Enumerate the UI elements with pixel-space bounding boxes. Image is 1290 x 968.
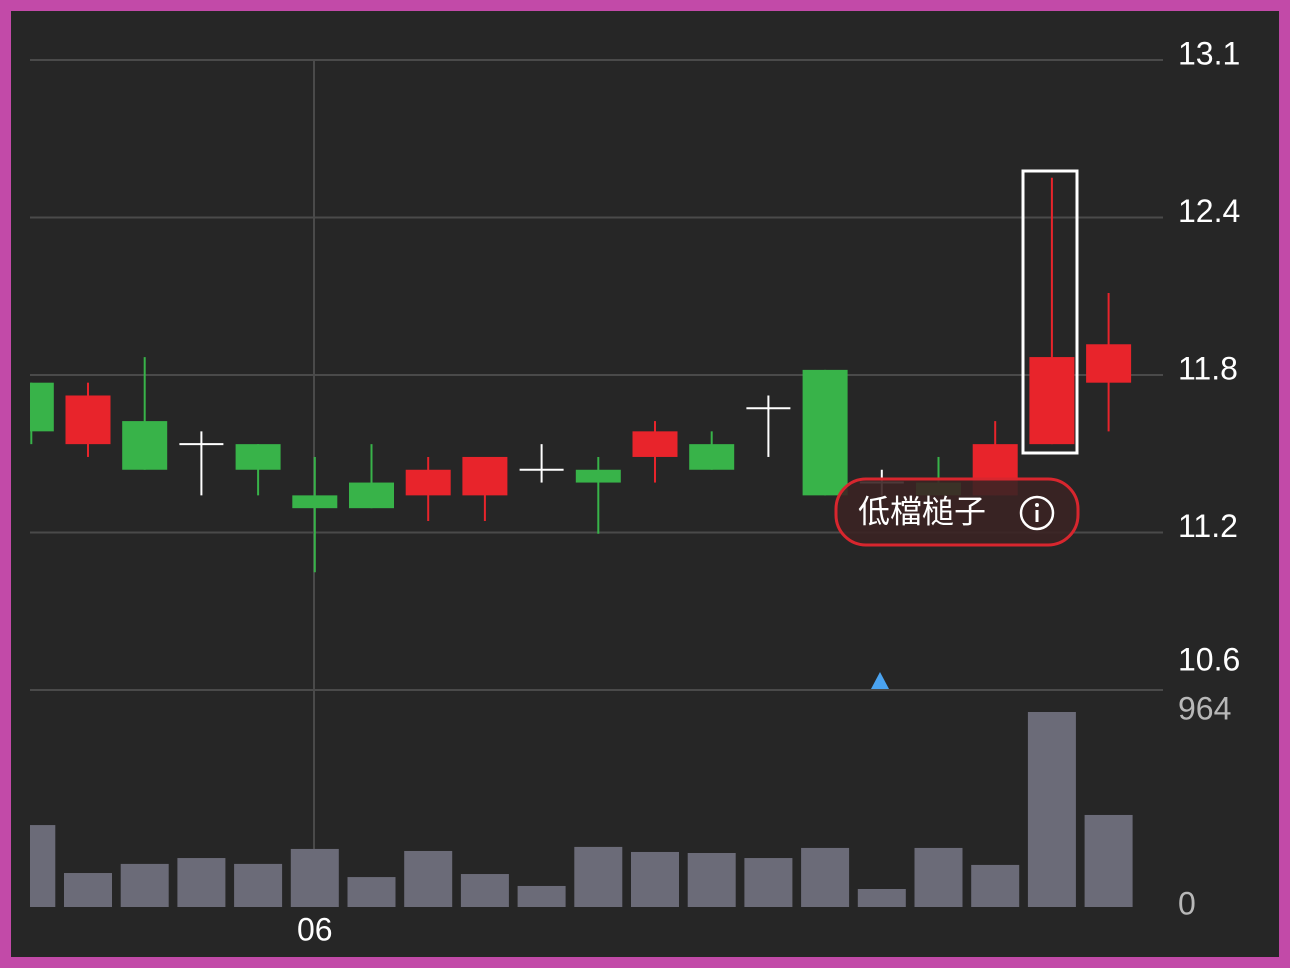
info-icon-dot [1035, 503, 1039, 507]
y-tick-label: 964 [1178, 690, 1231, 726]
y-tick-label: 11.2 [1178, 508, 1238, 544]
annotation-badge[interactable] [834, 477, 1080, 547]
candle-body [802, 369, 848, 496]
volume-bar [574, 846, 623, 907]
x-tick-label: 06 [297, 911, 333, 947]
info-icon[interactable] [1019, 495, 1055, 531]
candle-body [30, 382, 54, 432]
candle-body [235, 444, 281, 470]
volume-bar [631, 851, 679, 907]
candle-body [462, 456, 508, 496]
volume-bar [30, 825, 56, 907]
volume-bar [120, 863, 169, 907]
volume-bar [744, 858, 793, 907]
volume-bar [64, 873, 112, 907]
volume-bar [1027, 712, 1076, 907]
candle-body [65, 395, 111, 445]
marker [871, 672, 889, 689]
candle-body [122, 421, 168, 470]
volume-bar [687, 852, 736, 907]
annotation: 低檔槌子 [858, 493, 986, 529]
candle-body [349, 482, 394, 509]
volume-bar [1084, 814, 1133, 907]
volume-bar [460, 874, 509, 907]
highlight-box [1021, 169, 1079, 455]
candle-body [575, 469, 621, 483]
volume-bar [914, 847, 963, 907]
volume-bar [290, 848, 339, 907]
volume-bar [971, 864, 1020, 907]
candle-body [1029, 357, 1075, 445]
plot-area [30, 59, 1163, 907]
y-tick-label: 12.4 [1178, 193, 1240, 229]
y-tick-label: 10.6 [1178, 641, 1240, 677]
volume-bar [404, 850, 453, 907]
volume-bar [347, 877, 396, 907]
candle-body [689, 444, 735, 470]
volume-bar [801, 847, 850, 907]
volume-bar [234, 863, 283, 907]
volume-bar [177, 858, 226, 907]
y-tick-label: 13.1 [1178, 35, 1240, 71]
candle-body [405, 469, 451, 496]
y-tick-label: 11.8 [1178, 350, 1238, 386]
y-tick-label: 0 [1178, 885, 1196, 921]
candle-body [292, 495, 338, 509]
candle-body [1086, 344, 1132, 383]
candle-body [632, 431, 678, 457]
volume-bar [857, 888, 906, 907]
volume-bar [517, 885, 566, 907]
